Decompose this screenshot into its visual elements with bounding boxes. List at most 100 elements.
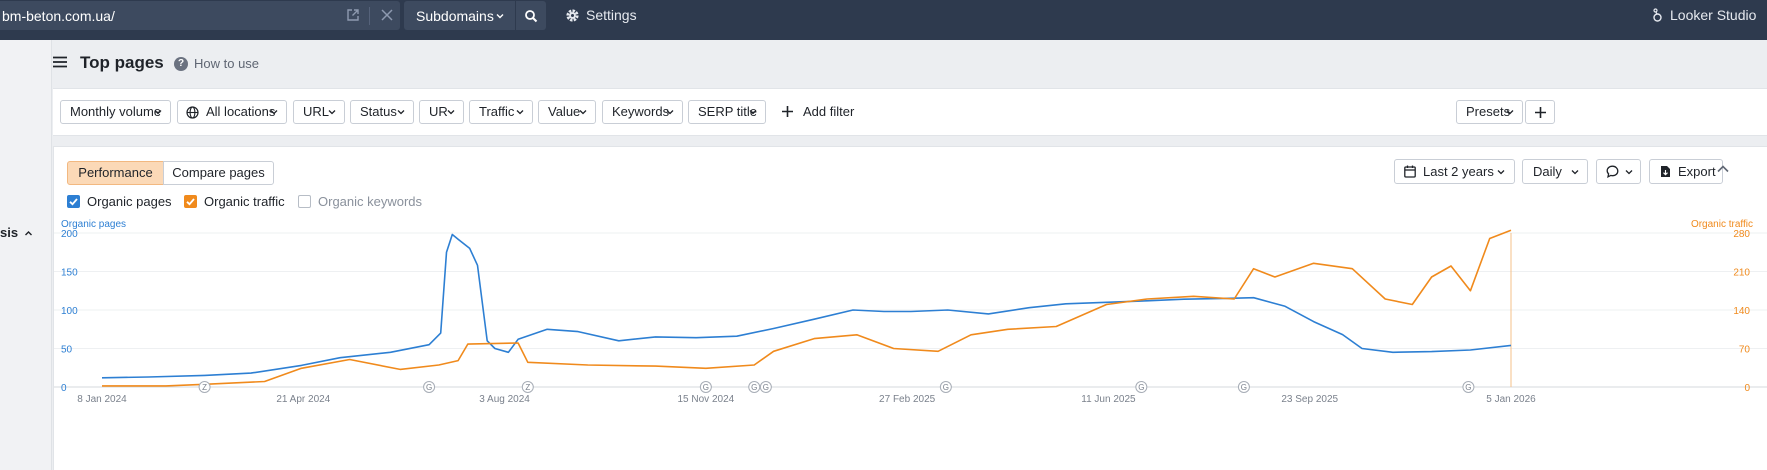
date-range-dropdown[interactable]: Last 2 years	[1394, 159, 1515, 184]
svg-text:G: G	[763, 383, 769, 392]
x-tick-label: 3 Aug 2024	[479, 394, 530, 405]
chevron-down-icon	[328, 110, 336, 115]
annotation-marker[interactable]: G	[759, 381, 772, 393]
clear-icon[interactable]	[380, 8, 394, 22]
sidebar-section-toggle[interactable]: sis	[0, 225, 33, 240]
plus-icon	[1535, 107, 1546, 118]
left-tick-label: 200	[61, 229, 78, 240]
filter-ur[interactable]: UR	[419, 100, 464, 124]
annotation-marker[interactable]: G	[1237, 381, 1250, 393]
x-tick-label: 5 Jan 2026	[1486, 394, 1536, 405]
chevron-down-icon	[397, 110, 405, 115]
interval-dropdown[interactable]: Daily	[1522, 159, 1588, 184]
chevron-down-icon	[579, 110, 587, 115]
plus-icon	[782, 106, 793, 117]
filter-monthly-volume[interactable]: Monthly volume	[60, 100, 171, 124]
right-tick-label: 0	[1744, 383, 1750, 394]
x-tick-label: 15 Nov 2024	[677, 394, 734, 405]
chevron-down-icon	[447, 110, 455, 115]
right-tick-label: 280	[1733, 229, 1750, 240]
left-axis-title: Organic pages	[61, 219, 127, 230]
settings-label: Settings	[586, 7, 637, 23]
filter-status[interactable]: Status	[350, 100, 414, 124]
svg-text:Z: Z	[525, 383, 530, 392]
top-bar: bm-beton.com.ua/ Subdomains Settings	[0, 0, 1767, 40]
chevron-down-icon	[666, 110, 674, 115]
svg-text:G: G	[1241, 383, 1247, 392]
annotation-marker[interactable]: G	[1462, 381, 1475, 393]
filter-bar: Monthly volume All locations URL Status …	[53, 88, 1767, 136]
url-input[interactable]: bm-beton.com.ua/	[0, 1, 400, 30]
annotations-dropdown[interactable]	[1596, 159, 1641, 184]
chevron-down-icon	[270, 110, 278, 115]
left-tick-label: 50	[61, 345, 73, 356]
filter-value[interactable]: Value	[538, 100, 596, 124]
x-tick-label: 21 Apr 2024	[276, 394, 330, 405]
subdomains-label: Subdomains	[416, 8, 494, 24]
comment-icon	[1606, 165, 1619, 178]
svg-text:G: G	[1138, 383, 1144, 392]
right-tick-label: 140	[1733, 306, 1750, 317]
svg-text:G: G	[1465, 383, 1471, 392]
series-line-organic-traffic[interactable]	[102, 229, 1512, 387]
chevron-down-icon	[516, 110, 524, 115]
search-button[interactable]	[516, 1, 546, 30]
gear-icon	[566, 9, 579, 22]
x-tick-label: 23 Sep 2025	[1281, 394, 1338, 405]
checkbox-checked-icon[interactable]	[184, 195, 197, 208]
subdomains-dropdown[interactable]: Subdomains	[404, 1, 515, 30]
add-preset-button[interactable]	[1525, 100, 1555, 124]
tab-compare-pages[interactable]: Compare pages	[163, 161, 274, 185]
annotation-marker[interactable]: G	[939, 381, 952, 393]
checkbox-unchecked-icon[interactable]	[298, 195, 311, 208]
annotation-marker[interactable]: G	[748, 381, 761, 393]
globe-icon	[186, 106, 199, 119]
annotation-marker[interactable]: Z	[521, 381, 534, 393]
filter-serp-title[interactable]: SERP title	[688, 100, 766, 124]
annotation-marker[interactable]: Z	[198, 381, 211, 393]
help-icon: ?	[174, 57, 188, 71]
export-icon	[1661, 166, 1670, 177]
annotation-marker[interactable]: G	[1135, 381, 1148, 393]
series-line-organic-pages[interactable]	[101, 233, 1512, 379]
organic-performance-chart: 200 150 100 50 0 280 210 140 70 0 8 Jan 2024 21 Apr…	[54, 229, 1767, 405]
chevron-up-icon	[24, 231, 32, 236]
export-button[interactable]: Export	[1649, 159, 1723, 184]
open-external-icon[interactable]	[346, 8, 360, 22]
chart-card: Performance Compare pages Last 2 years D…	[53, 146, 1767, 470]
filter-all-locations[interactable]: All locations	[177, 100, 287, 124]
left-sidebar: sis	[0, 40, 52, 470]
url-separator	[369, 7, 370, 25]
annotation-marker[interactable]: G	[699, 381, 712, 393]
menu-icon[interactable]	[53, 56, 67, 68]
chevron-down-icon	[1497, 170, 1505, 175]
filter-keywords[interactable]: Keywords	[602, 100, 683, 124]
page-title: Top pages	[80, 53, 164, 72]
looker-studio-label: Looker Studio	[1670, 7, 1757, 23]
how-to-use-label: How to use	[194, 56, 260, 71]
chevron-down-icon	[154, 110, 162, 115]
right-tick-label: 70	[1739, 345, 1751, 356]
chevron-up-icon[interactable]	[1716, 164, 1730, 174]
x-tick-label: 27 Feb 2025	[879, 394, 936, 405]
right-tick-label: 210	[1733, 268, 1750, 279]
x-tick-label: 8 Jan 2024	[77, 394, 127, 405]
chevron-down-icon	[749, 110, 757, 115]
search-icon	[525, 10, 538, 23]
filter-url[interactable]: URL	[293, 100, 345, 124]
svg-text:G: G	[426, 383, 432, 392]
checkbox-checked-icon[interactable]	[67, 195, 80, 208]
url-text[interactable]: bm-beton.com.ua/	[2, 8, 115, 24]
svg-text:G: G	[703, 383, 709, 392]
svg-text:G: G	[943, 383, 949, 392]
chevron-down-icon	[1625, 170, 1633, 175]
filter-traffic[interactable]: Traffic	[469, 100, 533, 124]
svg-text:G: G	[751, 383, 757, 392]
annotation-marker[interactable]: G	[423, 381, 436, 393]
presets-dropdown[interactable]: Presets	[1456, 100, 1523, 124]
tab-performance[interactable]: Performance	[67, 161, 164, 185]
right-axis-title: Organic traffic	[1690, 219, 1753, 230]
x-tick-label: 11 Jun 2025	[1081, 394, 1136, 405]
chevron-down-icon	[496, 14, 504, 19]
left-tick-label: 100	[61, 306, 78, 317]
